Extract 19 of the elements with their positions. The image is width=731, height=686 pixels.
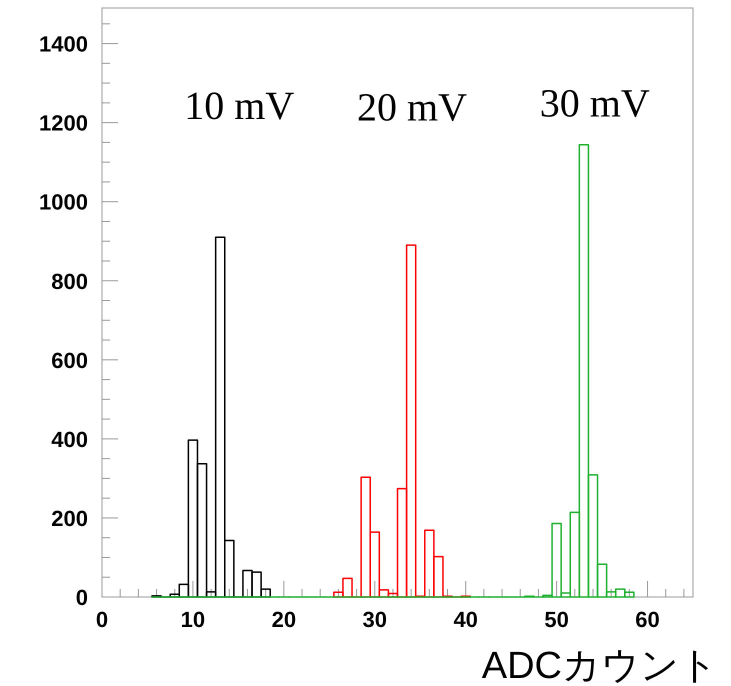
annotation: 30 mV xyxy=(540,80,650,126)
x-tick-label: 10 xyxy=(180,607,206,632)
x-axis-title: ADCカウント xyxy=(482,645,718,686)
x-tick-label: 60 xyxy=(635,607,660,632)
y-tick-label: 1400 xyxy=(39,32,88,57)
annotation: 20 mV xyxy=(357,84,468,130)
y-tick-label: 0 xyxy=(76,585,88,610)
y-tick-label: 400 xyxy=(51,426,88,452)
x-tick-label: 20 xyxy=(272,607,296,632)
y-tick-label: 1200 xyxy=(39,110,88,136)
x-tick-label: 40 xyxy=(453,607,478,632)
y-tick-label: 200 xyxy=(51,506,88,531)
y-tick-label: 600 xyxy=(51,348,88,373)
x-tick-label: 50 xyxy=(544,607,569,632)
x-tick-label: 0 xyxy=(96,607,108,632)
y-tick-label: 1000 xyxy=(39,190,88,215)
annotation: 10 mV xyxy=(184,83,294,128)
y-tick-label: 800 xyxy=(51,268,88,294)
x-tick-label: 30 xyxy=(362,607,388,632)
